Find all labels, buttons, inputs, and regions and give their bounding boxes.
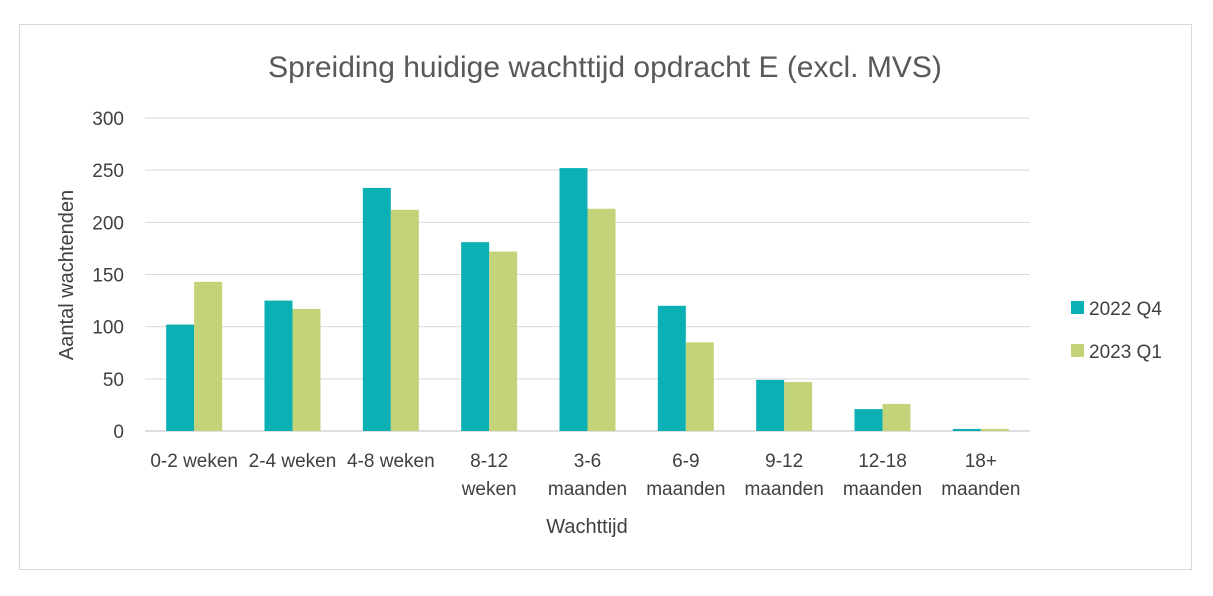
- bar-2022-q4: [854, 409, 883, 431]
- bar-2023-q1: [980, 428, 1009, 431]
- y-tick-label: 200: [92, 213, 124, 234]
- x-tick-label: 4-8 weken: [347, 451, 435, 472]
- bars: [166, 168, 1009, 431]
- y-axis-title: Aantal wachtenden: [56, 190, 78, 360]
- legend-swatch: [1071, 344, 1084, 357]
- bar-2022-q4: [657, 305, 686, 431]
- y-tick-label: 50: [103, 370, 124, 391]
- y-axis-ticks: 0 50 100 150 200 250 300: [92, 109, 124, 443]
- y-tick-label: 0: [113, 422, 124, 443]
- x-tick-label: 8-12 weken: [461, 451, 517, 500]
- x-tick-label: 9-12 maanden: [745, 451, 824, 500]
- x-tick-label: 6-9 maanden: [646, 451, 725, 500]
- bar-2022-q4: [952, 428, 981, 431]
- bar-2023-q1: [784, 381, 813, 431]
- x-axis-ticks: 0-2 weken 2-4 weken 4-8 weken 8-12 weken 3-6 m…: [150, 451, 1020, 500]
- legend: 2022 Q4 2023 Q1: [1071, 299, 1162, 363]
- bar-2023-q1: [194, 281, 223, 431]
- bar-2022-q4: [461, 242, 490, 431]
- legend-label: 2023 Q1: [1089, 342, 1162, 363]
- bar-2022-q4: [362, 187, 391, 431]
- legend-label: 2022 Q4: [1089, 299, 1162, 320]
- bar-2022-q4: [166, 324, 195, 431]
- x-tick-label: 0-2 weken: [150, 451, 238, 472]
- bar-2022-q4: [756, 379, 785, 431]
- y-tick-label: 150: [92, 266, 124, 287]
- y-tick-label: 300: [92, 109, 124, 130]
- bar-2023-q1: [489, 251, 518, 431]
- y-tick-label: 100: [92, 318, 124, 339]
- bar-2022-q4: [264, 300, 293, 431]
- x-axis-title: Wachttijd: [546, 516, 628, 538]
- y-tick-label: 250: [92, 161, 124, 182]
- bar-2023-q1: [292, 308, 321, 431]
- x-tick-label: 2-4 weken: [249, 451, 337, 472]
- bar-2023-q1: [882, 403, 911, 431]
- bar-2022-q4: [559, 168, 588, 431]
- chart-title: Spreiding huidige wachttijd opdracht E (…: [268, 51, 942, 84]
- bar-2023-q1: [390, 209, 419, 431]
- x-tick-label: 18+ maanden: [941, 451, 1020, 500]
- x-tick-label: 3-6 maanden: [548, 451, 627, 500]
- x-tick-label: 12-18 maanden: [843, 451, 922, 500]
- bar-2023-q1: [587, 208, 616, 431]
- bar-2023-q1: [685, 342, 714, 431]
- legend-swatch: [1071, 301, 1084, 314]
